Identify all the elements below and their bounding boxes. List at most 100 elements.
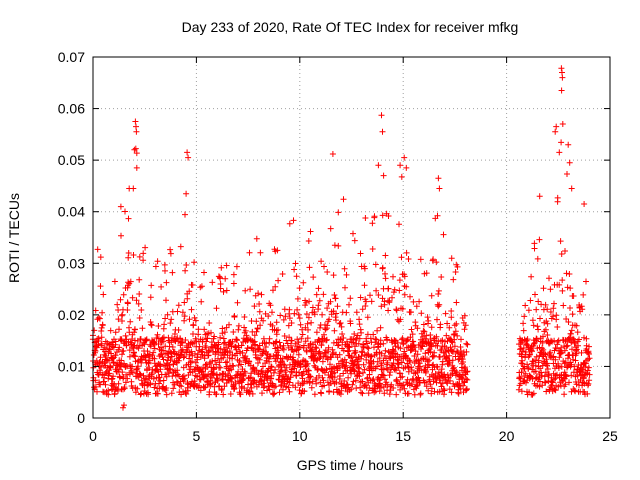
data-point [131,146,138,153]
data-point [268,375,275,382]
data-point [349,381,356,388]
data-point [428,385,435,392]
data-point [453,369,460,375]
data-point [209,279,216,286]
data-point [214,377,221,384]
data-point [286,388,293,395]
data-point [386,298,393,304]
data-point [359,306,366,313]
y-tick-label: 0.05 [58,152,85,168]
data-point [559,277,566,284]
data-point [206,391,213,398]
data-point [407,309,414,316]
data-point [94,246,101,253]
data-point [112,352,119,359]
data-point [192,359,199,366]
data-point [558,349,565,356]
data-point [171,348,178,355]
data-point [252,351,259,358]
data-point [158,283,165,290]
data-point [190,331,196,337]
data-point [413,303,420,310]
data-point [420,328,427,334]
data-point [331,242,338,249]
data-point [232,343,239,350]
data-point [408,381,415,388]
data-point [143,376,150,383]
data-point [305,238,312,244]
data-point [344,348,351,355]
data-point [452,269,459,275]
data-point [147,294,154,301]
plot-frame [92,56,611,419]
data-point [229,338,236,345]
data-point [148,282,155,289]
data-point [531,245,538,252]
data-point [338,323,345,330]
data-point [260,317,267,324]
data-point [195,326,202,333]
data-point [565,355,571,362]
data-point [274,247,281,254]
data-point [129,294,136,301]
data-point [540,285,547,292]
data-point [282,313,289,320]
data-point [532,291,538,298]
data-point [247,381,254,388]
data-point [428,324,435,331]
data-point [296,387,303,394]
data-point [163,279,170,286]
data-point [295,311,302,318]
data-point [181,375,188,382]
data-point [276,339,283,346]
y-axis-label: ROTI / TECUs [6,193,22,283]
data-point [360,361,367,368]
data-point [313,329,320,336]
data-point [437,354,443,360]
data-point [414,325,421,332]
data-point [140,250,147,257]
data-point [136,276,143,283]
data-point [434,364,441,370]
data-point [129,363,135,370]
data-point [294,295,301,302]
data-point [393,391,400,398]
data-point [160,347,167,354]
data-point [542,301,549,308]
data-point [362,215,369,221]
data-point [184,380,191,386]
data-point [248,344,255,351]
data-point [133,123,139,130]
data-point [579,306,586,313]
data-point [213,361,220,368]
data-point [121,385,128,392]
data-point [392,343,399,350]
data-point [389,362,396,369]
data-point [216,359,223,366]
x-tick-label: 15 [395,428,411,444]
data-point [269,322,276,329]
data-point [321,369,328,376]
data-point [369,377,376,384]
data-point [125,250,132,256]
data-point [97,283,104,290]
data-point [343,271,350,278]
data-point [393,367,399,374]
data-point [319,374,326,381]
data-point [562,381,569,388]
data-point [357,294,364,301]
data-point [183,190,190,197]
data-point [163,373,170,380]
data-point [371,385,378,392]
data-point [340,370,347,377]
x-tick-label: 25 [602,428,618,444]
data-point [382,376,388,383]
data-point [337,320,344,326]
data-point [167,250,174,257]
data-point [417,256,424,263]
data-point [265,313,272,320]
data-point [108,376,115,383]
data-point [356,370,363,377]
data-point [550,313,556,320]
data-point [450,276,457,283]
